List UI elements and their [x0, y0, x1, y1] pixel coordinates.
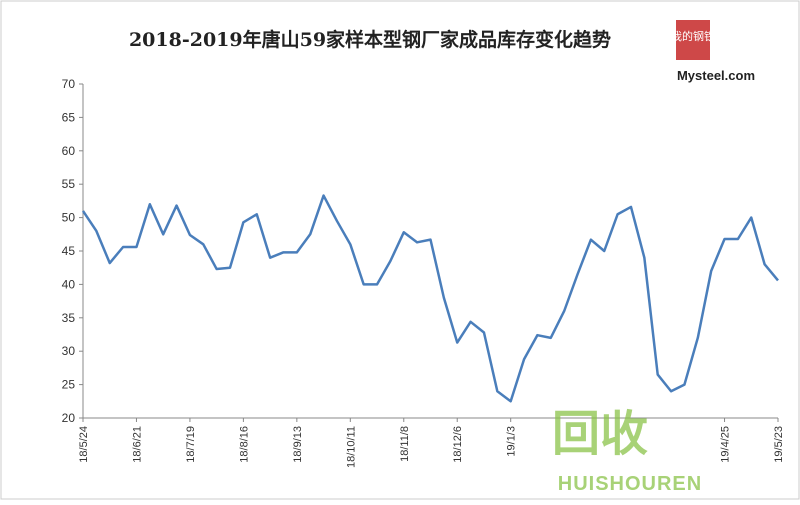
logo-chars: 我的钢铁 — [671, 29, 715, 43]
y-tick-label: 60 — [62, 144, 76, 158]
plot: 20 25 30 35 40 45 50 55 60 65 70 18/5/24 18/6/21 18/7… — [62, 77, 785, 468]
y-tick-label: 45 — [62, 244, 76, 258]
chart-title: 2018-2019年唐山59家样本型钢厂家成品库存变化趋势 — [129, 28, 611, 51]
x-tick-label: 18/7/19 — [185, 426, 197, 463]
x-tick-label: 18/8/16 — [238, 426, 250, 463]
x-tick-label: 19/1/3 — [506, 426, 518, 457]
x-tick-label: 19/4/25 — [720, 426, 732, 463]
y-tick-label: 30 — [62, 344, 76, 358]
watermark: 回收 HUISHOUREN — [552, 408, 702, 495]
y-tick-label: 50 — [62, 211, 76, 225]
y-tick-label: 65 — [62, 110, 76, 124]
line-series — [81, 194, 779, 403]
x-tick-label: 18/12/6 — [452, 426, 464, 463]
y-tick-label: 20 — [62, 411, 76, 425]
x-tick-label: 18/5/24 — [78, 426, 90, 463]
y-tick-label: 70 — [62, 77, 76, 91]
x-tick-label: 18/11/8 — [399, 426, 411, 462]
watermark-text: 回收 — [552, 408, 648, 461]
x-tick-label: 18/9/13 — [292, 426, 304, 463]
logo-text: Mysteel.com — [677, 68, 755, 83]
x-tick-label: 18/6/21 — [131, 426, 143, 463]
y-tick-label: 40 — [62, 277, 76, 291]
x-tick-label: 18/10/11 — [345, 426, 357, 468]
logo: 我的钢铁 Mysteel.com — [671, 20, 755, 83]
x-tick-label: 19/5/23 — [773, 426, 785, 463]
watermark-subtext: HUISHOUREN — [558, 473, 702, 495]
logo-box — [676, 20, 710, 60]
y-tick-label: 55 — [62, 177, 76, 191]
y-tick-label: 25 — [62, 378, 76, 392]
y-tick-label: 35 — [62, 311, 76, 325]
